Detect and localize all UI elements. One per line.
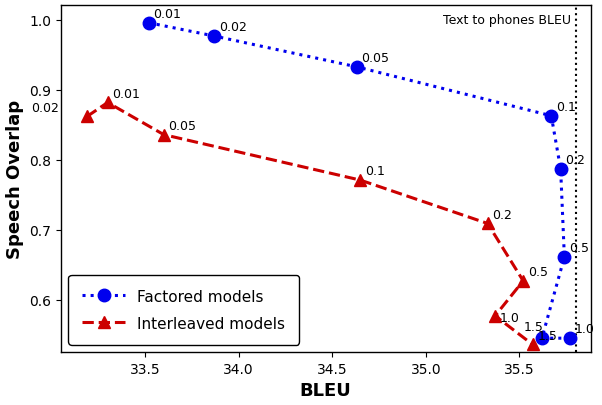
Interleaved models (357, 178, 364, 183)
Interleaved models (520, 279, 527, 284)
Text: 0.02: 0.02 (219, 21, 247, 34)
Interleaved models (84, 115, 91, 119)
Factored models (548, 114, 555, 119)
Factored models (211, 34, 218, 39)
Text: Text to phones BLEU: Text to phones BLEU (443, 14, 571, 27)
Y-axis label: Speech Overlap: Speech Overlap (5, 100, 23, 258)
Factored models (557, 167, 564, 172)
Text: 0.5: 0.5 (569, 242, 589, 255)
Interleaved models (160, 133, 167, 138)
Text: 0.01: 0.01 (154, 8, 181, 21)
Text: 1.0: 1.0 (500, 311, 520, 324)
Interleaved models (529, 342, 536, 347)
Text: 0.2: 0.2 (565, 154, 585, 167)
Text: 1.5: 1.5 (524, 320, 544, 333)
Line: Interleaved models: Interleaved models (81, 97, 539, 351)
Interleaved models (491, 313, 498, 318)
Factored models (145, 21, 152, 26)
Text: 0.1: 0.1 (365, 165, 385, 178)
Text: 0.1: 0.1 (556, 101, 576, 114)
Text: 0.05: 0.05 (169, 119, 196, 132)
Text: 0.02: 0.02 (31, 101, 59, 114)
X-axis label: BLEU: BLEU (300, 382, 352, 399)
Legend: Factored models, Interleaved models: Factored models, Interleaved models (69, 275, 299, 345)
Text: 1.0: 1.0 (575, 323, 595, 336)
Line: Factored models: Factored models (143, 17, 576, 345)
Factored models (561, 255, 568, 260)
Factored models (353, 65, 360, 70)
Text: 0.01: 0.01 (113, 87, 140, 100)
Interleaved models (484, 222, 491, 226)
Text: 0.05: 0.05 (361, 52, 389, 65)
Text: 0.5: 0.5 (528, 265, 548, 278)
Factored models (538, 336, 545, 341)
Factored models (566, 336, 574, 341)
Text: 0.2: 0.2 (492, 208, 512, 221)
Text: 1.5: 1.5 (537, 329, 557, 342)
Interleaved models (104, 101, 111, 106)
